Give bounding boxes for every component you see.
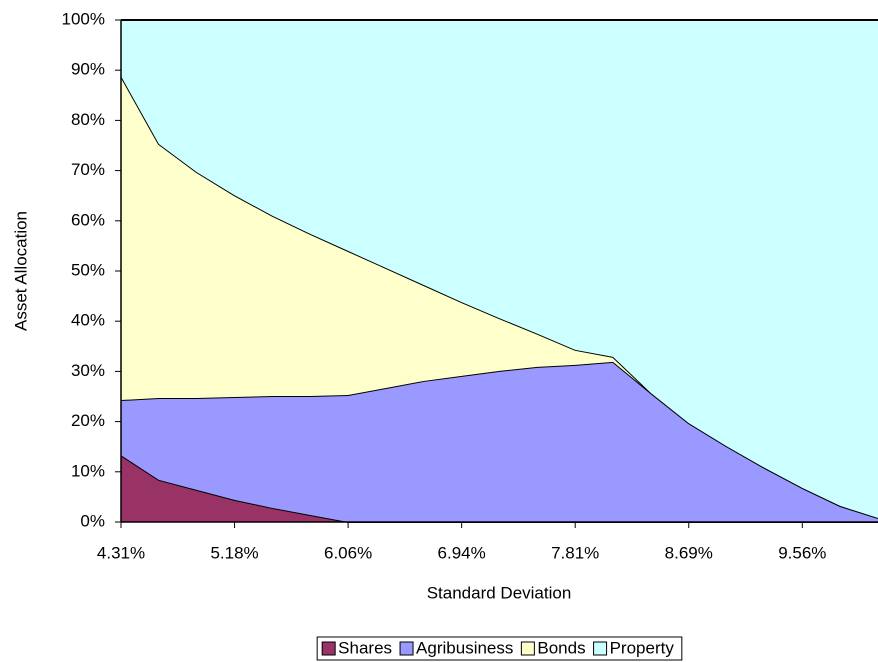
y-tick-label: 80% <box>71 110 105 129</box>
y-tick-label: 20% <box>71 411 105 430</box>
x-tick-label: 5.18% <box>210 543 258 562</box>
y-tick-label: 60% <box>71 210 105 229</box>
area <box>121 76 878 518</box>
x-axis-title: Standard Deviation <box>427 583 572 602</box>
x-tick-label: 7.81% <box>551 543 599 562</box>
legend-label: Shares <box>338 638 392 657</box>
x-tick-label: 6.06% <box>324 543 372 562</box>
x-tick-label: 8.69% <box>665 543 713 562</box>
legend-label: Property <box>610 638 675 657</box>
legend-label: Agribusiness <box>416 638 513 657</box>
legend-label: Bonds <box>537 638 585 657</box>
legend-swatch <box>593 641 608 656</box>
y-tick-label: 100% <box>62 9 105 28</box>
y-tick-label: 0% <box>80 511 105 530</box>
area <box>121 361 878 522</box>
legend-swatch <box>321 641 336 656</box>
y-tick-label: 10% <box>71 461 105 480</box>
y-tick-label: 30% <box>71 361 105 380</box>
y-tick-label: 70% <box>71 160 105 179</box>
area <box>121 20 878 518</box>
x-tick-label: 6.94% <box>438 543 486 562</box>
y-axis-title: Asset Allocation <box>11 211 30 331</box>
legend-swatch <box>520 641 535 656</box>
area <box>121 455 878 522</box>
y-tick-label: 40% <box>71 311 105 330</box>
legend-swatch <box>399 641 414 656</box>
y-tick-label: 50% <box>71 260 105 279</box>
y-tick-label: 90% <box>71 60 105 79</box>
legend: Shares Agribusiness Bonds Property <box>316 636 683 661</box>
x-tick-label: 4.31% <box>97 543 145 562</box>
x-tick-label: 9.56% <box>778 543 826 562</box>
